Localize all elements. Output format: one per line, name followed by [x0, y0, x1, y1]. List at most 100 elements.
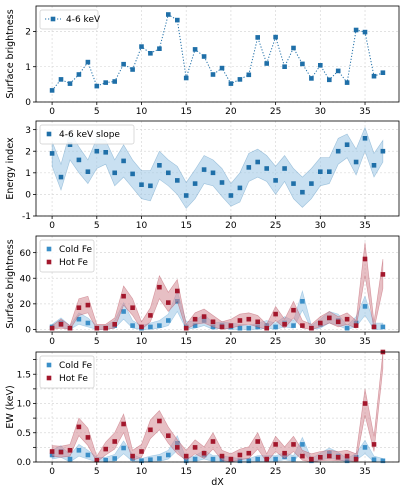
data-point [344, 142, 350, 147]
data-point [58, 77, 64, 82]
data-point [183, 325, 189, 331]
legend: 4-6 keV slope [39, 124, 135, 145]
data-point [255, 159, 260, 165]
y-tick-label: 1 [25, 63, 31, 73]
data-point [362, 136, 368, 141]
data-point [210, 324, 216, 330]
data-point [201, 450, 207, 456]
data-point [291, 307, 296, 313]
data-point [67, 448, 73, 453]
data-point [58, 174, 64, 180]
data-point [148, 51, 153, 56]
data-point [353, 456, 359, 462]
x-tick-label: 20 [225, 107, 237, 117]
x-tick-label: 10 [136, 467, 148, 477]
legend-marker [46, 259, 52, 265]
data-point [237, 318, 243, 323]
x-tick-label: 0 [49, 467, 55, 477]
data-point [85, 169, 91, 174]
legend-label: 4-6 keV slope [59, 130, 120, 140]
data-point [58, 449, 64, 455]
series-hot-fe [49, 242, 386, 331]
data-point [291, 456, 296, 462]
legend-box [39, 9, 99, 30]
data-point [282, 322, 287, 327]
data-point [183, 193, 189, 198]
data-point [228, 81, 234, 86]
data-point [380, 148, 386, 154]
data-point [255, 456, 260, 462]
data-point [273, 442, 278, 447]
data-point [112, 79, 117, 84]
x-tick-label: 35 [359, 337, 370, 347]
x-axis-label: dX [211, 477, 224, 487]
y-tick-label: 1 [25, 169, 31, 179]
x-tick-label: 20 [225, 221, 237, 231]
legend-label: Cold Fe [59, 361, 93, 371]
y-axis-label: Energy index [5, 137, 16, 200]
data-point [255, 324, 260, 330]
data-point [49, 325, 55, 331]
data-point [103, 325, 108, 331]
data-point [192, 456, 198, 462]
data-point [175, 178, 180, 183]
data-point [210, 439, 216, 444]
data-point [291, 323, 296, 328]
y-tick-label: 3 [25, 126, 31, 136]
data-point [371, 457, 377, 462]
data-point [237, 325, 243, 331]
x-tick-label: 35 [359, 107, 370, 117]
data-point [85, 302, 91, 308]
y-tick-label: 0 [25, 326, 31, 336]
data-point [201, 314, 207, 319]
data-point [327, 315, 332, 321]
data-point [362, 304, 368, 309]
data-point [201, 54, 207, 59]
data-point [264, 61, 269, 66]
data-point [157, 163, 162, 168]
data-point [183, 453, 189, 459]
data-point [175, 445, 180, 450]
data-point [166, 452, 171, 458]
data-point [309, 456, 314, 462]
data-point [291, 442, 296, 447]
data-point [246, 458, 252, 464]
error-band [51, 126, 384, 209]
data-point [130, 67, 135, 72]
x-tick-label: 25 [270, 467, 281, 477]
data-point [246, 325, 252, 331]
data-point [273, 324, 278, 330]
x-tick-label: 30 [315, 221, 327, 231]
data-point [192, 445, 198, 450]
x-tick-label: 30 [315, 337, 327, 347]
axes-frame [35, 351, 400, 463]
data-point [166, 12, 171, 17]
series-hot-fe [49, 349, 386, 463]
data-point [103, 457, 108, 463]
y-tick-label: 0.5 [17, 429, 31, 439]
data-point [112, 456, 117, 461]
data-point [130, 323, 135, 328]
data-point [353, 159, 359, 165]
x-tick-label: 25 [270, 221, 281, 231]
data-point [228, 456, 234, 462]
data-point [76, 424, 82, 430]
data-point [318, 455, 323, 460]
data-point [300, 442, 305, 447]
data-point [344, 80, 350, 85]
legend: 4-6 keV [39, 9, 101, 30]
legend-marker [46, 246, 52, 252]
data-point [192, 316, 198, 322]
data-point [300, 323, 305, 328]
data-point [362, 29, 368, 35]
legend-box [39, 239, 95, 273]
data-point [246, 450, 252, 456]
data-point [157, 456, 162, 461]
y-tick-label: 0 [25, 191, 31, 201]
data-point [335, 68, 341, 74]
data-point [371, 442, 377, 447]
series-4-6-kev [49, 12, 386, 93]
data-point [228, 193, 234, 198]
data-point [318, 320, 323, 326]
data-point [210, 456, 216, 462]
